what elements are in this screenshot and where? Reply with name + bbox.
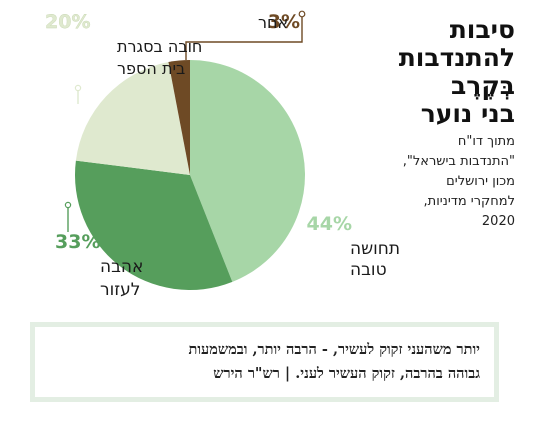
leader-dot-school: [74, 84, 82, 92]
title-line: להתנדבות: [398, 43, 515, 72]
leader-line-other: [185, 14, 303, 60]
data-label-school: 20%: [45, 11, 90, 33]
slice-label-good-feeling: תחושה: [350, 239, 400, 259]
source-line: "התנדבות בישראל",: [402, 154, 515, 169]
source-line: 2020: [481, 214, 515, 229]
data-label-other: 3%: [268, 11, 300, 33]
pie-slice-other: [168, 60, 190, 175]
pie-slice-good-feeling: [190, 60, 305, 282]
leader-dot-love-helping: [64, 201, 72, 209]
title-line: סיבות: [449, 15, 515, 44]
slice-label-school: בית הספר: [117, 59, 185, 78]
quote-line-2: גבוהה בהרבה, זקוק העשיר לעני. | רש"ר היר…: [213, 365, 480, 382]
source-line: מכון ירושלים: [446, 174, 515, 189]
quote-text: יותר משהעני זקוק לעשיר, - הרבה יותר, ובמ…: [35, 327, 494, 397]
data-label-love-helping: 33%: [55, 231, 100, 253]
slice-label-good-feeling: טובה: [350, 260, 387, 280]
title-line: בְּקֶרֶב: [451, 71, 515, 100]
source-line: למחקרי מדיניות,: [423, 194, 515, 209]
chart-title: סיבות להתנדבות בְּקֶרֶב בני נוער: [385, 16, 515, 128]
slice-label-school: חובה בסגרת: [117, 37, 202, 56]
slice-label-other: אחר: [258, 13, 288, 32]
leader-dot-other: [298, 10, 306, 18]
title-line: בני נוער: [420, 99, 515, 128]
quote-line-1: יותר משהעני זקוק לעשיר, - הרבה יותר, ובמ…: [188, 341, 481, 358]
data-label-good-feeling: 44%: [307, 213, 352, 235]
pie-slice-school: [75, 62, 190, 175]
slice-label-love-helping: לעזור: [100, 280, 140, 300]
quote-box: יותר משהעני זקוק לעשיר, - הרבה יותר, ובמ…: [30, 322, 499, 402]
source-line: מתוך דו"ח: [457, 134, 515, 149]
source-note: מתוך דו"ח "התנדבות בישראל", מכון ירושלים…: [375, 132, 515, 232]
pie-slice-love-helping: [75, 160, 233, 290]
slice-label-love-helping: אהבה: [100, 257, 143, 277]
